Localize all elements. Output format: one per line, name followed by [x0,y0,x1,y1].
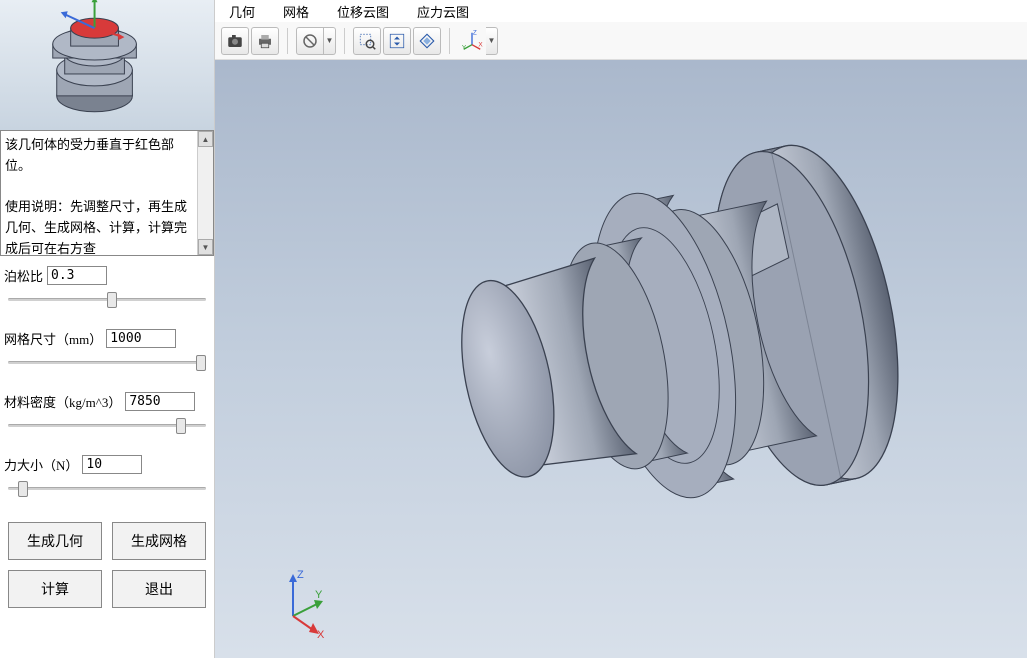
toolbar-separator [449,28,450,54]
zoom-box-icon [358,32,376,50]
axis-x-label: X [317,629,325,638]
density-row: 材料密度（kg/m^3） [0,382,214,413]
tab-mesh[interactable]: 网格 [279,0,313,23]
tab-displacement[interactable]: 位移云图 [333,0,393,23]
model-render [311,99,931,619]
mesh-slider[interactable] [8,352,206,372]
compute-button[interactable]: 计算 [8,570,102,608]
poisson-input[interactable] [47,266,107,285]
viewport-3d[interactable]: Z Y X [215,60,1027,658]
density-label: 材料密度（kg/m^3） [4,392,121,411]
screenshot-button[interactable] [221,27,249,55]
corner-axes-gizmo: Z Y X [275,568,345,638]
sidebar: 该几何体的受力垂直于红色部位。 使用说明：先调整尺寸，再生成几何、生成网格、计算… [0,0,215,658]
poisson-label: 泊松比 [4,266,43,285]
no-entry-icon [301,32,319,50]
axis-z-label: Z [297,569,304,581]
main-area: 几何 网格 位移云图 应力云图 ▼ [215,0,1027,658]
action-buttons: 生成几何 生成网格 计算 退出 [0,508,214,616]
dropdown-arrow-icon[interactable]: ▼ [324,27,336,55]
density-input[interactable] [125,392,195,411]
printer-icon [256,32,274,50]
exit-button[interactable]: 退出 [112,570,206,608]
svg-text:Y: Y [462,44,467,51]
toolbar-separator [344,28,345,54]
description-text: 该几何体的受力垂直于红色部位。 使用说明：先调整尺寸，再生成几何、生成网格、计算… [1,131,213,264]
zoom-toggle-button[interactable] [413,27,441,55]
axes-toggle-button[interactable]: Z Y X [458,27,486,55]
tab-stress[interactable]: 应力云图 [413,0,473,23]
fit-view-button[interactable] [383,27,411,55]
diamond-icon [418,32,436,50]
zoom-box-button[interactable] [353,27,381,55]
scroll-down-icon[interactable]: ▼ [198,239,213,255]
tab-geometry[interactable]: 几何 [225,0,259,23]
force-input[interactable] [82,455,142,474]
description-scrollbar[interactable]: ▲ ▼ [197,131,213,255]
mesh-label: 网格尺寸（mm） [4,329,102,348]
camera-icon [226,32,244,50]
svg-text:X: X [478,41,483,48]
clear-dropdown[interactable]: ▼ [296,27,336,55]
density-slider[interactable] [8,415,206,435]
force-slider[interactable] [8,478,206,498]
mesh-row: 网格尺寸（mm） [0,319,214,350]
geometry-preview[interactable] [0,0,214,130]
force-label: 力大小（N） [4,455,78,474]
toolbar: ▼ Z Y X ▼ [215,22,1027,60]
axis-y-label: Y [315,589,323,601]
toolbar-separator [287,28,288,54]
tabbar: 几何 网格 位移云图 应力云图 [215,0,1027,22]
app-root: 该几何体的受力垂直于红色部位。 使用说明：先调整尺寸，再生成几何、生成网格、计算… [0,0,1027,658]
poisson-slider[interactable] [8,289,206,309]
print-button[interactable] [251,27,279,55]
mesh-input[interactable] [106,329,176,348]
force-row: 力大小（N） [0,445,214,476]
preview-svg [0,0,214,130]
description-box: 该几何体的受力垂直于红色部位。 使用说明：先调整尺寸，再生成几何、生成网格、计算… [0,130,214,256]
fit-icon [388,32,406,50]
clear-button[interactable] [296,27,324,55]
dropdown-arrow-icon[interactable]: ▼ [486,27,498,55]
generate-geometry-button[interactable]: 生成几何 [8,522,102,560]
axes-dropdown[interactable]: Z Y X ▼ [458,27,498,55]
svg-text:Z: Z [473,30,477,37]
axes-icon: Z Y X [461,30,483,52]
generate-mesh-button[interactable]: 生成网格 [112,522,206,560]
scroll-up-icon[interactable]: ▲ [198,131,213,147]
